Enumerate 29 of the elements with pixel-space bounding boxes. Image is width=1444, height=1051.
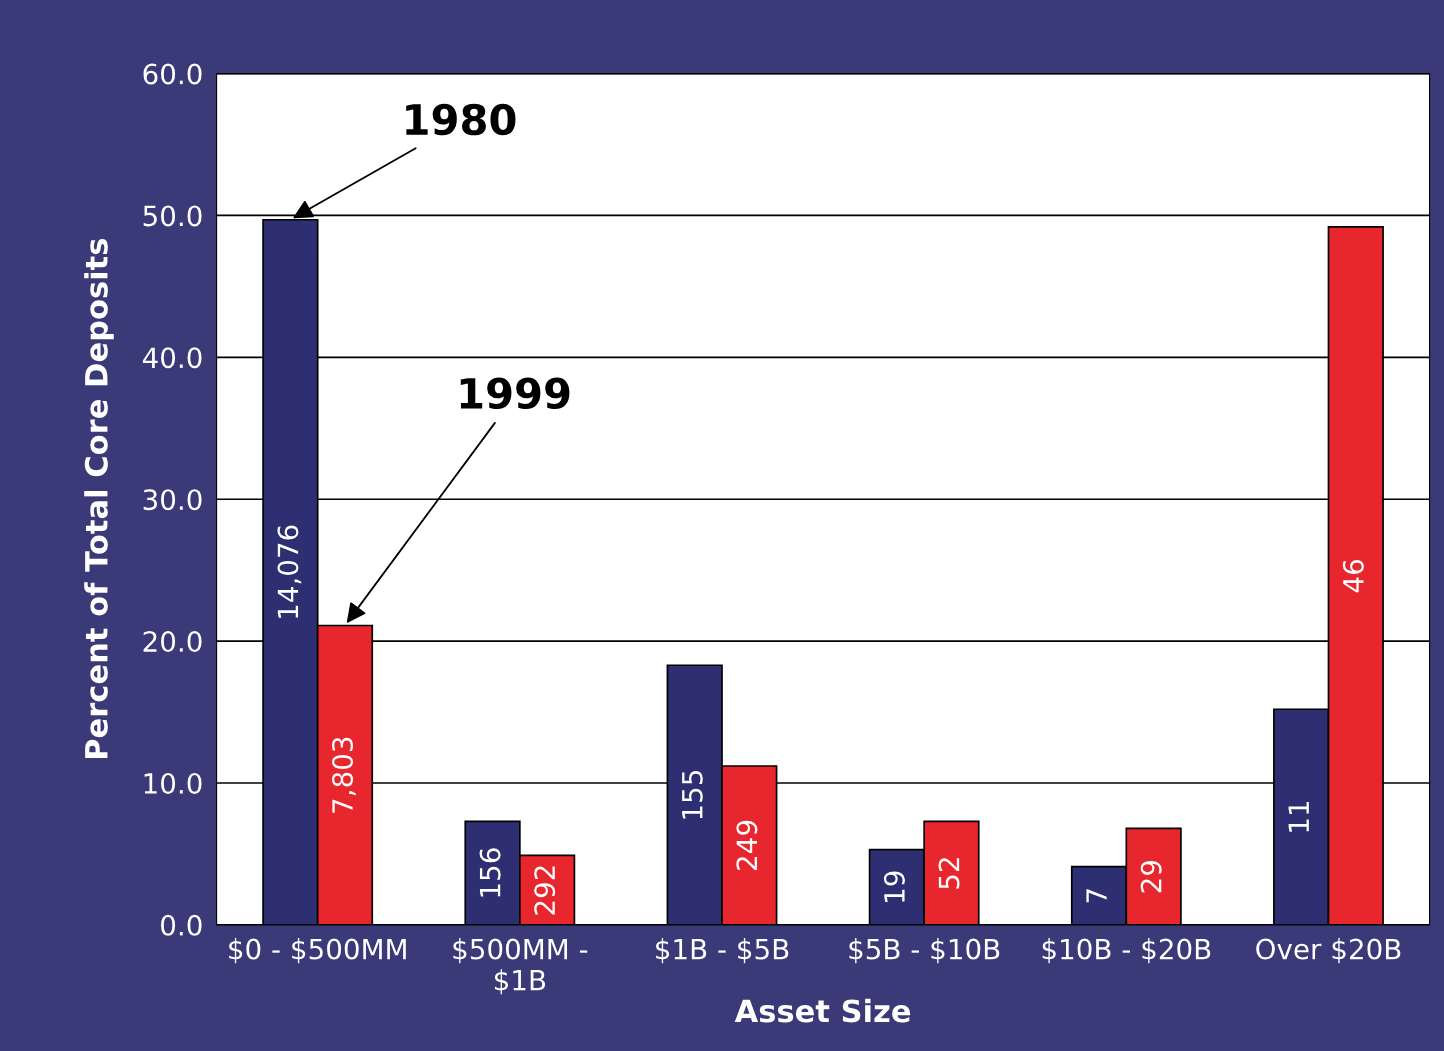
- y-tick-label: 10.0: [144, 772, 202, 794]
- x-tick-label: $500MM - $1B: [453, 938, 588, 995]
- y-tick-label: 30.0: [143, 489, 202, 511]
- annotation: 156: [479, 848, 501, 897]
- text: 1999: [460, 377, 570, 410]
- annotation: 155: [682, 770, 703, 819]
- annotation: 249: [736, 820, 758, 870]
- x-tick-label: Over $20B: [1256, 938, 1401, 964]
- annotation: 52: [938, 858, 960, 889]
- annotation: 14,076: [277, 525, 302, 618]
- x-tick-label: $5B - $10B: [849, 938, 1000, 964]
- annotation: 7,803: [332, 737, 356, 813]
- y-tick-label: 60.0: [143, 63, 202, 85]
- annotation: 46: [1342, 559, 1364, 593]
- annotation: 292: [534, 866, 556, 915]
- x-tick-label: $1B - $5B: [656, 938, 789, 964]
- x-axis-title: Asset Size: [734, 998, 911, 1023]
- x-tick-label: $0 - $500MM: [229, 938, 406, 964]
- y-tick-label: 20.0: [143, 631, 202, 653]
- y-tick-label: 0.0: [161, 914, 202, 936]
- y-axis-title: Percent of Total Core Deposits: [84, 239, 114, 759]
- x-tick-label: $10B - $20B: [1042, 938, 1211, 964]
- annotation: 7: [1086, 889, 1107, 903]
- y-tick-label: 40.0: [142, 347, 202, 369]
- text: 1980: [406, 103, 516, 136]
- y-tick-label: 50.0: [143, 205, 202, 227]
- annotation: 29: [1140, 860, 1162, 893]
- annotation: 11: [1288, 801, 1309, 832]
- annotation: 19: [883, 871, 905, 902]
